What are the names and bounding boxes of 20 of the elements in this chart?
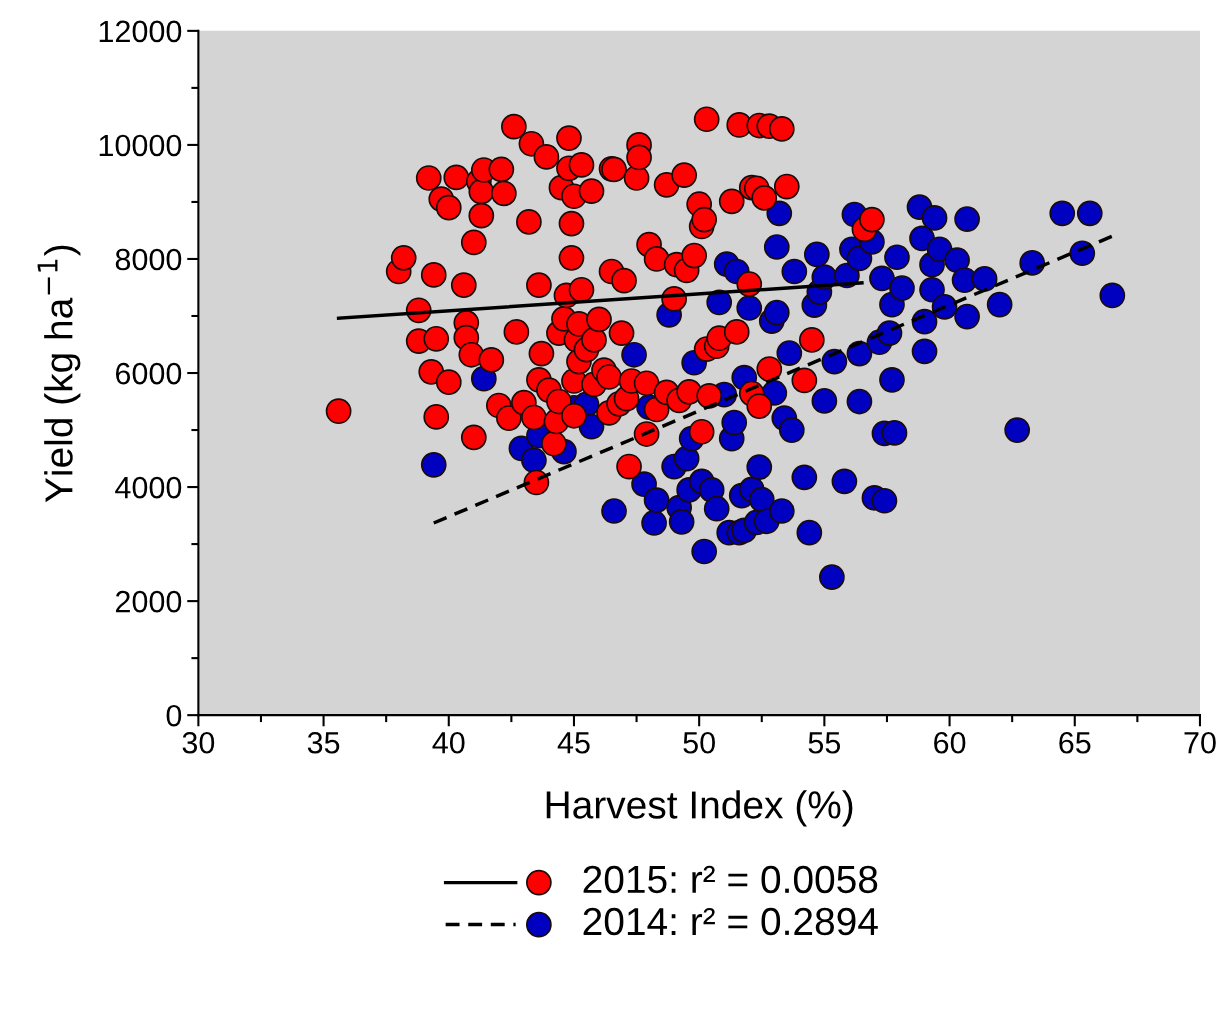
x-tick-label: 35	[307, 731, 340, 754]
y-tick-label: 2000	[115, 590, 182, 613]
x-tick-label: 30	[182, 731, 215, 754]
legend-label: 2015: r² = 0.0058	[583, 865, 878, 894]
y-tick-label: 0	[166, 704, 182, 727]
x-tick-label: 55	[808, 732, 841, 754]
x-tick-label: 40	[432, 731, 465, 754]
y-tick-label: 12000	[99, 20, 182, 43]
x-tick-label: 65	[1059, 731, 1091, 754]
y-tick-label: 4000	[115, 476, 182, 499]
legend-label: 2014: r² = 0.2894	[583, 907, 878, 936]
x-tick-label: 50	[683, 731, 715, 754]
y-tick-label: 6000	[115, 362, 182, 385]
x-tick-label: 70	[1184, 731, 1216, 754]
x-axis-title: Harvest Index (%)	[546, 790, 853, 827]
y-tick-label: 10000	[99, 134, 182, 157]
y-axis-title: Yield (kg ha$^{−1}$)	[37, 245, 81, 503]
y-tick-label: 8000	[115, 248, 182, 271]
x-tick-label: 45	[557, 732, 590, 754]
x-tick-label: 60	[934, 731, 966, 754]
